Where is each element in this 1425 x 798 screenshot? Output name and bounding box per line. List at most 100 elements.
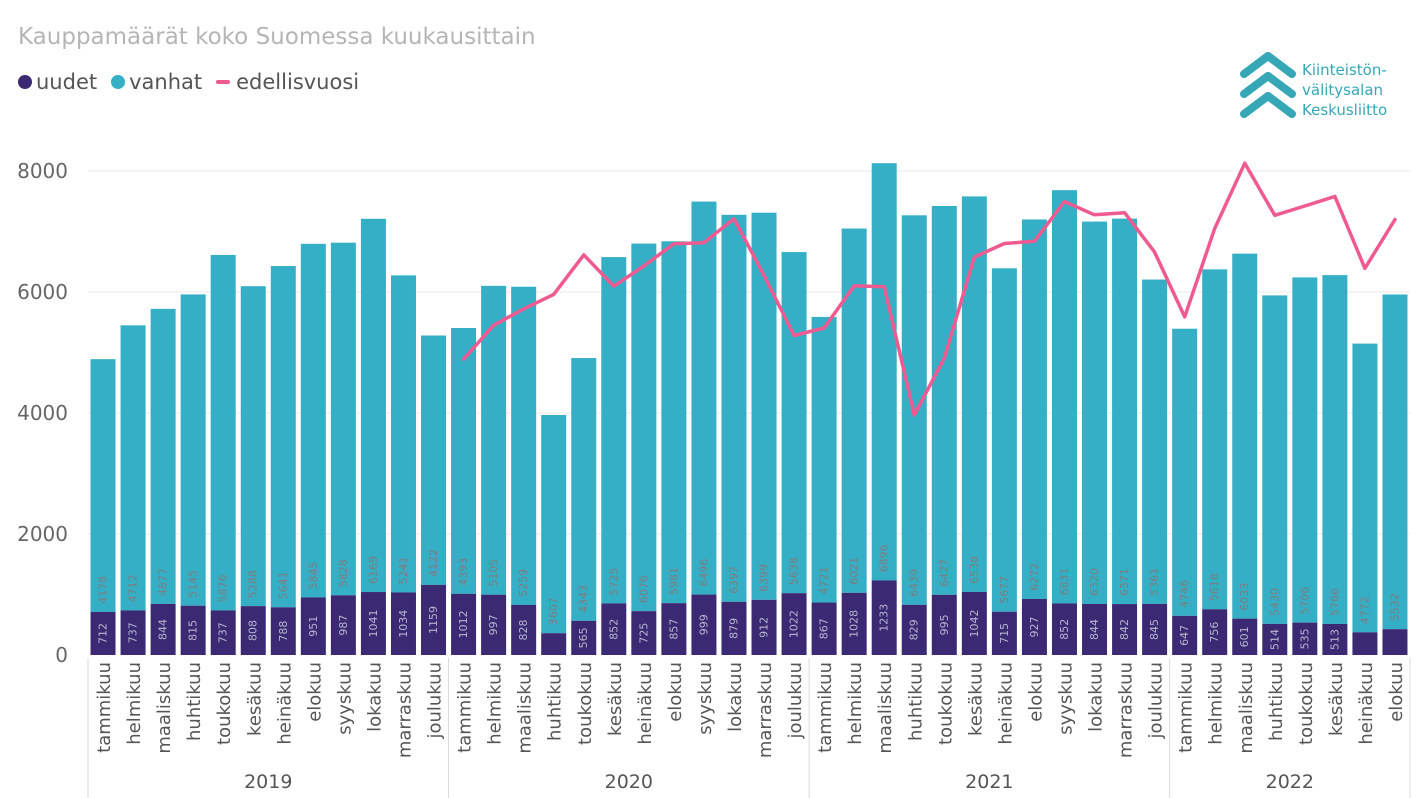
x-tick-label: helmikuu <box>845 662 866 745</box>
data-label-uudet: 756 <box>1208 622 1221 643</box>
bar-vanhat <box>421 335 447 585</box>
data-label-uudet: 1159 <box>427 606 440 634</box>
bar-uudet <box>1292 622 1318 655</box>
data-label-uudet: 1042 <box>968 609 981 637</box>
data-label-vanhat: 5288 <box>247 570 260 598</box>
data-label-uudet: 852 <box>1058 619 1071 640</box>
bar-uudet <box>751 599 777 655</box>
bar-vanhat <box>451 327 477 594</box>
legend-swatch-uudet <box>18 75 32 89</box>
legend-swatch-vanhat <box>111 75 126 89</box>
legend-swatch-edellisvuosi <box>216 80 231 84</box>
bar-uudet <box>991 611 1017 655</box>
bar-vanhat <box>180 294 206 606</box>
bar-uudet <box>721 601 747 655</box>
bar-vanhat <box>1112 218 1138 605</box>
bar-vanhat <box>691 201 717 595</box>
data-label-vanhat: 5725 <box>607 567 620 595</box>
x-tick-label: maaliskuu <box>1236 662 1257 754</box>
legend-item-uudet[interactable]: uudet <box>18 70 97 94</box>
bar-uudet <box>421 584 447 655</box>
bar-vanhat <box>481 285 507 595</box>
x-tick-label: helmikuu <box>1206 662 1227 745</box>
data-label-vanhat: 4746 <box>1178 580 1191 608</box>
logo-text: Kiinteistön- välitysalan Keskusliitto <box>1302 60 1387 120</box>
bar-uudet <box>871 580 897 655</box>
legend-item-edellisvuosi[interactable]: edellisvuosi <box>216 70 359 94</box>
data-label-uudet: 845 <box>1148 619 1161 640</box>
line-edellisvuosi <box>461 161 1397 417</box>
data-label-vanhat: 5677 <box>998 576 1011 604</box>
logo-line-1: Kiinteistön- <box>1302 61 1387 79</box>
bar-vanhat <box>300 243 326 598</box>
x-tick-label: maaliskuu <box>875 662 896 754</box>
x-tick-label: elokuu <box>1025 662 1046 722</box>
data-label-vanhat: 6831 <box>1058 567 1071 595</box>
bar-uudet <box>1322 623 1348 655</box>
x-tick-label: toukokuu <box>214 662 235 745</box>
bar-vanhat <box>390 275 416 593</box>
bar-vanhat <box>210 254 236 611</box>
data-label-vanhat: 5638 <box>788 557 801 585</box>
data-label-uudet: 601 <box>1238 626 1251 647</box>
data-label-vanhat: 5259 <box>517 569 530 597</box>
x-tick-label: toukokuu <box>935 662 956 745</box>
year-label: 2021 <box>965 771 1013 793</box>
logo: Kiinteistön- välitysalan Keskusliitto <box>1238 50 1413 130</box>
bar-uudet <box>270 607 296 655</box>
x-tick-label: syyskuu <box>1055 662 1076 735</box>
x-tick-label: toukokuu <box>1296 662 1317 745</box>
bar-vanhat <box>661 241 687 604</box>
data-label-vanhat: 6538 <box>968 556 981 584</box>
bar-uudet <box>511 604 537 655</box>
bar-uudet <box>1142 603 1168 655</box>
data-label-uudet: 1233 <box>878 604 891 632</box>
x-tick-label: kesäkuu <box>605 662 626 736</box>
bar-vanhat <box>1262 295 1288 624</box>
x-tick-label: huhtikuu <box>184 662 205 741</box>
legend-item-vanhat[interactable]: vanhat <box>111 70 202 94</box>
x-tick-label: huhtikuu <box>545 662 566 741</box>
bar-uudet <box>120 610 146 655</box>
data-label-vanhat: 6033 <box>1238 583 1251 611</box>
x-tick-label: heinäkuu <box>1356 662 1377 745</box>
bar-vanhat <box>1232 253 1258 619</box>
bar-uudet <box>1382 629 1408 655</box>
data-label-vanhat: 4393 <box>457 558 470 586</box>
bar-vanhat <box>571 358 597 621</box>
bar-vanhat <box>1322 275 1348 624</box>
bar-uudet <box>360 592 386 655</box>
data-label-uudet: 867 <box>818 618 831 639</box>
data-label-vanhat: 6371 <box>1118 568 1131 596</box>
x-tick-label: kesäkuu <box>965 662 986 736</box>
x-tick-label: kesäkuu <box>1326 662 1347 736</box>
bar-vanhat <box>90 359 116 612</box>
bar-vanhat <box>120 325 146 611</box>
data-label-vanhat: 4178 <box>97 576 110 604</box>
data-label-vanhat: 5430 <box>1268 588 1281 616</box>
x-tick-label: joulukuu <box>425 662 446 740</box>
bar-vanhat <box>1292 277 1318 623</box>
bar-uudet <box>931 594 957 655</box>
data-label-vanhat: 4877 <box>157 568 170 596</box>
data-label-vanhat: 6076 <box>637 575 650 603</box>
x-tick-label: helmikuu <box>124 662 145 745</box>
legend-label-edellisvuosi: edellisvuosi <box>236 70 360 94</box>
data-label-uudet: 852 <box>607 619 620 640</box>
bar-vanhat <box>150 308 176 604</box>
data-label-uudet: 999 <box>697 614 710 635</box>
data-label-uudet: 788 <box>277 621 290 642</box>
data-label-uudet: 565 <box>577 627 590 648</box>
bar-uudet <box>1112 604 1138 655</box>
bar-uudet <box>661 603 687 655</box>
bar-vanhat <box>601 257 627 604</box>
data-label-uudet: 927 <box>1028 616 1041 637</box>
bar-vanhat <box>781 252 807 594</box>
x-tick-label: heinäkuu <box>635 662 656 745</box>
data-label-vanhat: 6496 <box>697 559 710 587</box>
bar-uudet <box>811 602 837 655</box>
data-label-vanhat: 5618 <box>1208 573 1221 601</box>
data-label-vanhat: 5105 <box>487 559 500 587</box>
bar-uudet <box>1352 632 1378 655</box>
bar-uudet <box>240 606 266 655</box>
